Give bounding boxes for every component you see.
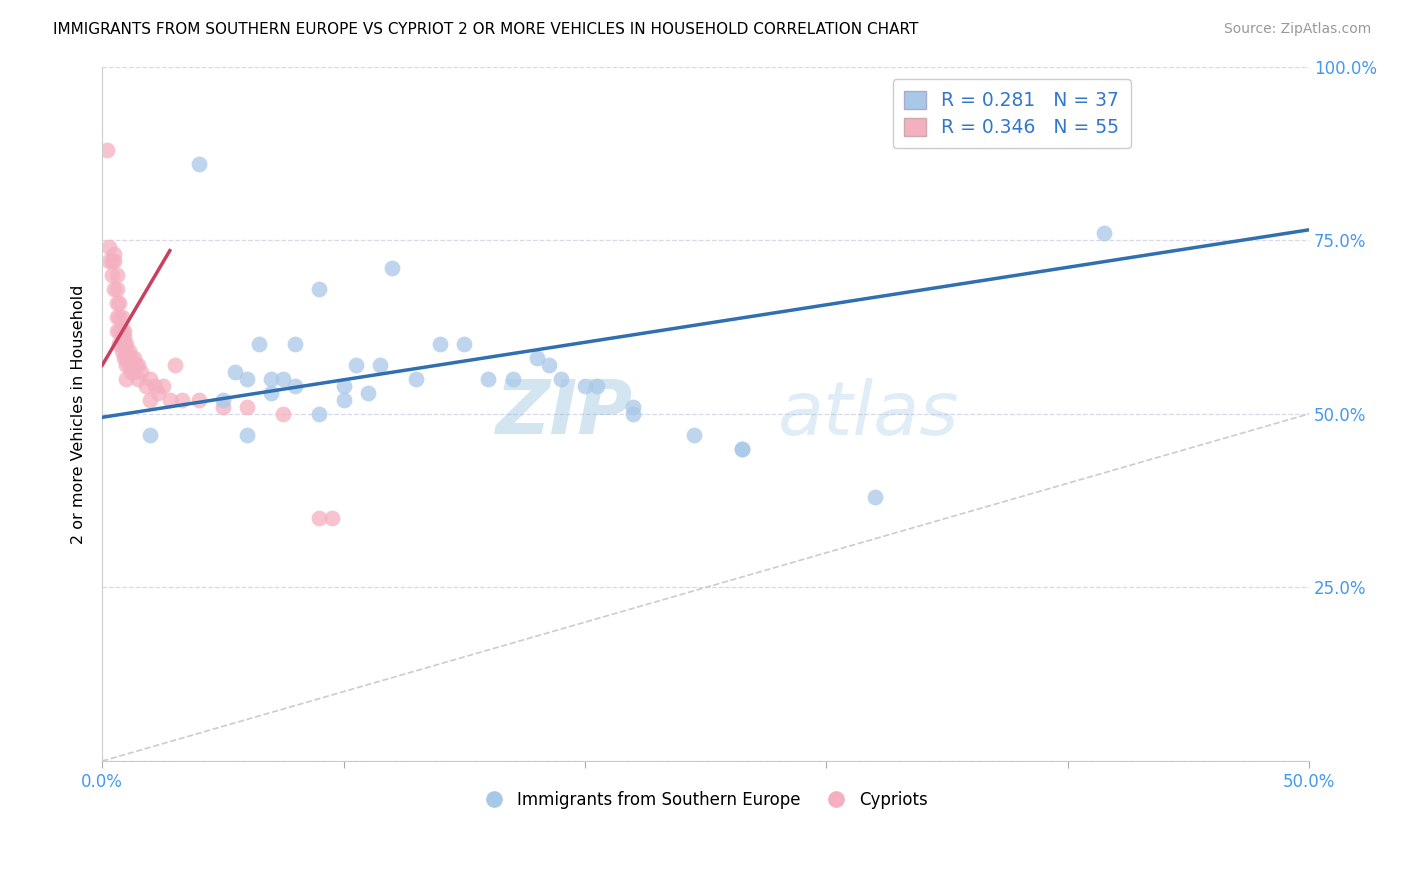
Point [586, 379, 609, 393]
Point [247, 337, 270, 351]
Point [110, 310, 132, 324]
Point [212, 400, 235, 414]
Point [120, 351, 142, 366]
Point [260, 386, 283, 401]
Legend: Immigrants from Southern Europe, Cypriots: Immigrants from Southern Europe, Cypriot… [477, 784, 934, 815]
Point [271, 372, 294, 386]
Point [108, 337, 131, 351]
Point [112, 337, 135, 351]
Text: Source: ZipAtlas.com: Source: ZipAtlas.com [1223, 22, 1371, 37]
Point [139, 427, 162, 442]
Point [187, 392, 209, 407]
Point [574, 379, 596, 393]
Point [260, 372, 283, 386]
Point [96, 143, 118, 157]
Point [108, 324, 131, 338]
Point [863, 490, 886, 504]
Point [110, 330, 132, 344]
Point [115, 344, 138, 359]
Point [152, 379, 174, 393]
Point [118, 344, 141, 359]
Point [381, 260, 404, 275]
Point [212, 392, 235, 407]
Point [429, 337, 451, 351]
Point [105, 268, 128, 282]
Point [103, 247, 125, 261]
Point [621, 407, 644, 421]
Point [139, 372, 162, 386]
Text: IMMIGRANTS FROM SOUTHERN EUROPE VS CYPRIOT 2 OR MORE VEHICLES IN HOUSEHOLD CORRE: IMMIGRANTS FROM SOUTHERN EUROPE VS CYPRI… [53, 22, 918, 37]
Point [125, 358, 148, 372]
Point [1092, 227, 1115, 241]
Point [105, 282, 128, 296]
Point [187, 157, 209, 171]
Point [108, 295, 131, 310]
Point [321, 511, 343, 525]
Point [103, 282, 125, 296]
Point [112, 351, 135, 366]
Point [101, 254, 124, 268]
Point [139, 392, 162, 407]
Point [115, 372, 138, 386]
Point [236, 372, 259, 386]
Point [127, 358, 149, 372]
Point [98, 240, 121, 254]
Point [112, 330, 135, 344]
Point [105, 324, 128, 338]
Point [98, 254, 121, 268]
Point [105, 310, 128, 324]
Point [682, 427, 704, 442]
Point [477, 372, 499, 386]
Point [368, 358, 391, 372]
Point [502, 372, 524, 386]
Point [308, 407, 330, 421]
Text: ZIP: ZIP [496, 377, 633, 450]
Point [332, 392, 354, 407]
Point [453, 337, 475, 351]
Text: atlas: atlas [778, 378, 959, 450]
Point [129, 365, 152, 379]
Point [108, 310, 131, 324]
Point [112, 324, 135, 338]
Point [115, 358, 138, 372]
Point [621, 400, 644, 414]
Point [550, 372, 572, 386]
Point [236, 400, 259, 414]
Point [127, 372, 149, 386]
Point [101, 268, 124, 282]
Point [122, 365, 145, 379]
Point [271, 407, 294, 421]
Point [224, 365, 246, 379]
Point [405, 372, 427, 386]
Point [118, 358, 141, 372]
Point [135, 379, 157, 393]
Point [143, 379, 166, 393]
Point [284, 379, 307, 393]
Point [731, 442, 754, 456]
Point [344, 358, 367, 372]
Point [105, 295, 128, 310]
Point [146, 386, 169, 401]
Point [731, 442, 754, 456]
Point [332, 379, 354, 393]
Point [170, 392, 193, 407]
Point [284, 337, 307, 351]
Point [120, 365, 142, 379]
Point [115, 337, 138, 351]
Point [236, 427, 259, 442]
Point [308, 282, 330, 296]
Point [159, 392, 181, 407]
Point [526, 351, 548, 366]
Point [122, 351, 145, 366]
Point [357, 386, 380, 401]
Point [308, 511, 330, 525]
Y-axis label: 2 or more Vehicles in Household: 2 or more Vehicles in Household [72, 285, 86, 543]
Point [537, 358, 560, 372]
Point [110, 324, 132, 338]
Point [110, 344, 132, 359]
Point [163, 358, 186, 372]
Point [115, 351, 138, 366]
Point [103, 254, 125, 268]
